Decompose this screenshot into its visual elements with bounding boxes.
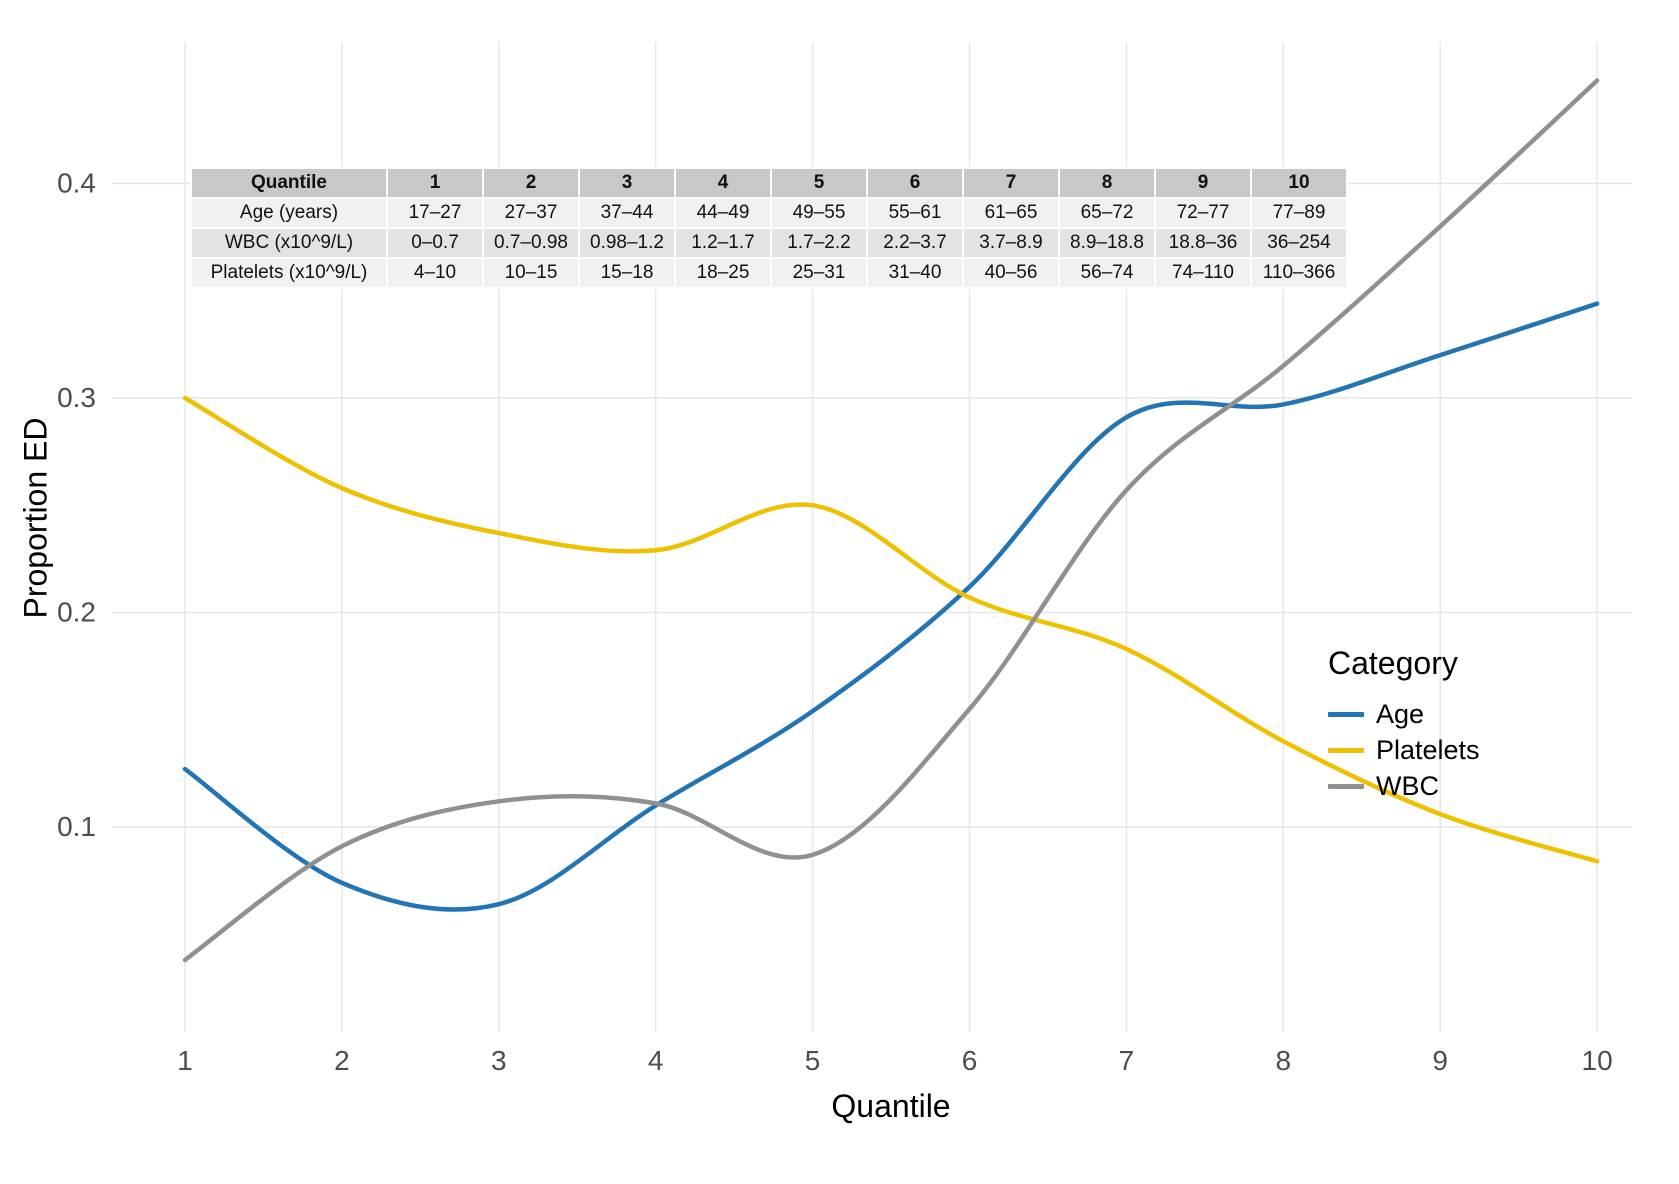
table-cell: 31–40 <box>866 257 964 289</box>
table-cell: 55–61 <box>866 197 964 229</box>
table-cell: 65–72 <box>1058 197 1156 229</box>
x-tick-label: 5 <box>805 1045 821 1076</box>
legend: Category Age Platelets WBC <box>1328 645 1480 804</box>
table-header-cell: 4 <box>674 167 772 199</box>
quantile-table-grid: Quantile 1 2 3 4 5 6 7 8 9 10 Age (years) 17–27 27–37… <box>190 167 1348 289</box>
table-row-label: WBC (x10^9/L) <box>190 227 388 259</box>
table-cell: 40–56 <box>962 257 1060 289</box>
table-header-quantile: Quantile <box>190 167 388 199</box>
table-cell: 3.7–8.9 <box>962 227 1060 259</box>
legend-label: Platelets <box>1376 734 1480 765</box>
table-row-label: Platelets (x10^9/L) <box>190 257 388 289</box>
table-cell: 17–27 <box>386 197 484 229</box>
x-tick-label: 8 <box>1276 1045 1292 1076</box>
table-cell: 10–15 <box>482 257 580 289</box>
table-cell: 4–10 <box>386 257 484 289</box>
table-header-cell: 10 <box>1250 167 1348 199</box>
table-cell: 27–37 <box>482 197 580 229</box>
table-cell: 49–55 <box>770 197 868 229</box>
table-cell: 0.98–1.2 <box>578 227 676 259</box>
table-cell: 18.8–36 <box>1154 227 1252 259</box>
legend-title: Category <box>1328 645 1458 681</box>
y-axis-title: Proportion ED <box>17 417 54 619</box>
legend-item-age: Age <box>1328 696 1480 732</box>
x-tick-label: 3 <box>491 1045 507 1076</box>
table-cell: 0.7–0.98 <box>482 227 580 259</box>
table-cell: 25–31 <box>770 257 868 289</box>
legend-swatch-age <box>1328 711 1364 717</box>
x-tick-label: 4 <box>648 1045 664 1076</box>
table-header-cell: 3 <box>578 167 676 199</box>
table-row: Age (years) 17–27 27–37 37–44 44–49 49–55 55–6… <box>190 197 1348 229</box>
x-tick-label: 7 <box>1119 1045 1135 1076</box>
quantile-table: Quantile 1 2 3 4 5 6 7 8 9 10 Age (years) 17–27 27–37… <box>190 167 1348 289</box>
table-cell: 37–44 <box>578 197 676 229</box>
x-tick-label: 6 <box>962 1045 978 1076</box>
table-cell: 36–254 <box>1250 227 1348 259</box>
y-tick-label: 0.3 <box>57 382 96 413</box>
x-tick-label: 10 <box>1582 1045 1613 1076</box>
x-tick-label: 1 <box>177 1045 193 1076</box>
table-cell: 0–0.7 <box>386 227 484 259</box>
table-row: Platelets (x10^9/L) 4–10 10–15 15–18 18–25 25… <box>190 257 1348 289</box>
table-row-label: Age (years) <box>190 197 388 229</box>
x-axis-title: Quantile <box>831 1088 951 1124</box>
y-tick-label: 0.1 <box>57 811 96 842</box>
table-header-cell: 9 <box>1154 167 1252 199</box>
legend-items: Age Platelets WBC <box>1328 696 1480 804</box>
x-tick-label: 9 <box>1432 1045 1448 1076</box>
age-line <box>182 301 1600 912</box>
table-cell: 61–65 <box>962 197 1060 229</box>
table-cell: 74–110 <box>1154 257 1252 289</box>
table-cell: 72–77 <box>1154 197 1252 229</box>
table-header-cell: 6 <box>866 167 964 199</box>
legend-label: WBC <box>1376 770 1439 801</box>
table-cell: 8.9–18.8 <box>1058 227 1156 259</box>
table-row: WBC (x10^9/L) 0–0.7 0.7–0.98 0.98–1.2 1.2–1.… <box>190 227 1348 259</box>
legend-swatch-wbc <box>1328 783 1364 789</box>
table-header-cell: 1 <box>386 167 484 199</box>
legend-item-wbc: WBC <box>1328 768 1480 804</box>
platelets-line <box>182 395 1600 864</box>
legend-swatch-platelets <box>1328 747 1364 753</box>
table-header-cell: 8 <box>1058 167 1156 199</box>
table-cell: 44–49 <box>674 197 772 229</box>
x-tick-label: 2 <box>334 1045 350 1076</box>
legend-item-platelets: Platelets <box>1328 732 1480 768</box>
table-cell: 1.7–2.2 <box>770 227 868 259</box>
table-header-cell: 7 <box>962 167 1060 199</box>
table-header-row: Quantile 1 2 3 4 5 6 7 8 9 10 <box>190 167 1348 199</box>
legend-label: Age <box>1376 698 1425 729</box>
wbc-line <box>182 78 1600 963</box>
table-cell: 2.2–3.7 <box>866 227 964 259</box>
y-tick-label: 0.2 <box>57 597 96 628</box>
table-cell: 110–366 <box>1250 257 1348 289</box>
y-tick-label: 0.4 <box>57 168 96 199</box>
table-cell: 1.2–1.7 <box>674 227 772 259</box>
table-cell: 77–89 <box>1250 197 1348 229</box>
table-header-cell: 5 <box>770 167 868 199</box>
table-cell: 18–25 <box>674 257 772 289</box>
table-cell: 56–74 <box>1058 257 1156 289</box>
table-cell: 15–18 <box>578 257 676 289</box>
table-header-cell: 2 <box>482 167 580 199</box>
